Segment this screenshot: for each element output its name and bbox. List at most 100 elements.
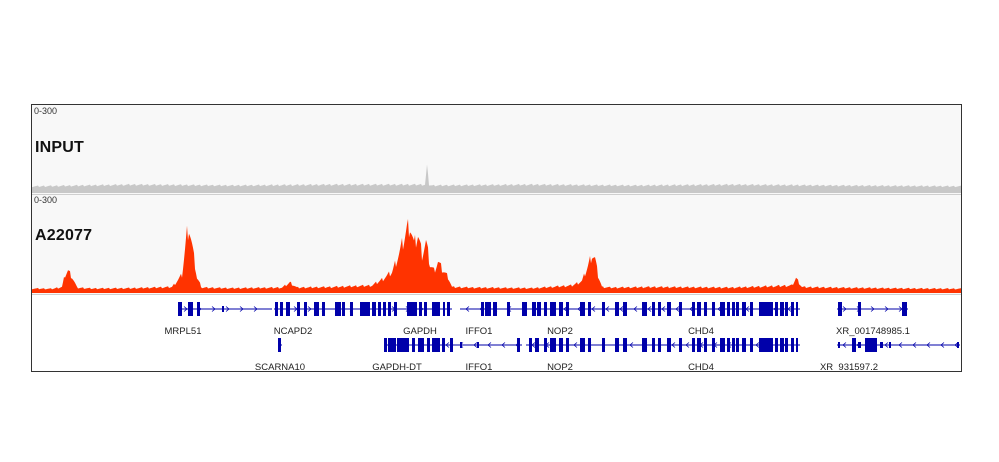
gene-row2-exon xyxy=(432,338,437,352)
gene-row1-exon xyxy=(407,302,417,316)
gene-row1-exon xyxy=(372,302,376,316)
gene-label-row1-nop2[interactable]: NOP2 xyxy=(547,326,573,337)
gene-row2-strand-arrow xyxy=(573,342,578,348)
gene-row1-exon xyxy=(642,302,647,316)
gene-label-row1-xr-001748985-1[interactable]: XR_001748985.1 xyxy=(836,326,910,337)
gene-row1-exon xyxy=(750,302,753,316)
gene-row2-exon xyxy=(889,342,891,348)
track-separator xyxy=(32,194,961,195)
gene-row2-exon xyxy=(529,338,532,352)
gene-row1-exon xyxy=(775,302,778,316)
gene-row1-strand-arrow xyxy=(619,306,624,312)
gene-row2-exon xyxy=(412,338,415,352)
gene-row2-exon xyxy=(658,338,661,352)
gene-row2-exon xyxy=(566,338,569,352)
gene-row2-exon xyxy=(615,338,619,352)
gene-row2-exon xyxy=(736,338,739,352)
gene-label-row2-gapdh-dt[interactable]: GAPDH-DT xyxy=(372,362,422,371)
gene-row1-strand-arrow xyxy=(633,306,638,312)
gene-row1-exon xyxy=(537,302,541,316)
gene-row1-exon xyxy=(419,302,422,316)
gene-row1-exon xyxy=(304,302,307,316)
gene-row1-exon xyxy=(432,302,440,316)
gene-row1-exon xyxy=(383,302,386,316)
gene-row2-strand-arrow xyxy=(629,342,634,348)
gene-row1-exon xyxy=(667,302,671,316)
gene-label-row2-xr-931597-2[interactable]: XR_931597.2 xyxy=(820,362,878,371)
input-track-label[interactable]: INPUT xyxy=(35,139,84,156)
gene-row1-exon xyxy=(742,302,746,316)
gene-row1-exon xyxy=(481,302,484,316)
gene-row1-exon xyxy=(566,302,569,316)
gene-row1-exon xyxy=(652,302,655,316)
gene-row1-exon xyxy=(338,302,341,316)
gene-row2-exon xyxy=(692,338,695,352)
gene-row1-exon xyxy=(394,302,397,316)
gene-row1-strand-arrow xyxy=(605,306,610,312)
genome-browser-panel: MRPL51 NCAPD2 GAPDH IFFO1 NOP2 CHD4 XR_0017489… xyxy=(31,104,962,372)
gene-label-row1-ncapd2[interactable]: NCAPD2 xyxy=(274,326,313,337)
gene-row2-strand-arrow xyxy=(501,342,506,348)
gene-label-row2-nop2[interactable]: NOP2 xyxy=(547,362,573,371)
gene-row2-exon xyxy=(791,338,794,352)
gene-row2-exon xyxy=(720,338,725,352)
gene-row2-exon xyxy=(759,338,773,352)
gene-row1-strand-arrow xyxy=(661,306,666,312)
gene-row2-strand-arrow xyxy=(671,342,676,348)
gene-row1-exon xyxy=(522,302,527,316)
gene-row2-exon xyxy=(517,338,520,352)
gene-label-row1-mrpl51[interactable]: MRPL51 xyxy=(165,326,202,337)
input-track-background xyxy=(32,105,961,194)
gene-row2-exon xyxy=(679,338,682,352)
gene-row2-exon xyxy=(652,338,655,352)
gene-row2-strand-arrow xyxy=(940,342,945,348)
gene-row2-strand-arrow xyxy=(487,342,492,348)
gene-row2-exon xyxy=(642,338,647,352)
gene-label-row2-chd4[interactable]: CHD4 xyxy=(688,362,714,371)
gene-label-row1-chd4[interactable]: CHD4 xyxy=(688,326,714,337)
gene-row2-exon xyxy=(880,342,883,348)
gene-row2-exon xyxy=(437,338,440,352)
gene-row2-exon xyxy=(750,338,753,352)
gene-row2-exon xyxy=(780,338,784,352)
gene-row1-exon xyxy=(838,302,842,316)
gene-row1-exon xyxy=(796,302,798,316)
gene-row1-exon xyxy=(791,302,794,316)
gene-row2-exon xyxy=(785,338,788,352)
gene-row1-exon xyxy=(178,302,182,316)
signal-area-a22077 xyxy=(32,219,961,293)
gene-row1-exon xyxy=(378,302,381,316)
gene-row2-exon xyxy=(704,338,707,352)
gene-row1-exon xyxy=(902,302,907,316)
gene-label-row2-scarna10[interactable]: SCARNA10 xyxy=(255,362,305,371)
gene-row2-strand-arrow xyxy=(842,342,847,348)
gene-row1-exon xyxy=(544,302,547,316)
gene-row1-exon xyxy=(692,302,695,316)
gene-row1-exon xyxy=(720,302,725,316)
gene-label-row2-iffo1[interactable]: IFFO1 xyxy=(466,362,493,371)
gene-row1-exon xyxy=(858,302,861,316)
input-track-range: 0-300 xyxy=(34,106,58,116)
gene-row1-exon xyxy=(447,302,450,316)
signal-tracks-svg: MRPL51 NCAPD2 GAPDH IFFO1 NOP2 CHD4 XR_0017489… xyxy=(32,164,961,371)
gene-row2-exon xyxy=(865,338,877,352)
gene-row2-exon xyxy=(559,338,563,352)
gene-label-row1-gapdh[interactable]: GAPDH xyxy=(403,326,437,337)
gene-row1-exon xyxy=(335,302,339,316)
gene-row1-strand-arrow xyxy=(307,306,312,312)
gene-row2-exon xyxy=(712,338,715,352)
gene-row2-exon xyxy=(838,342,840,348)
gene-row2-exon xyxy=(858,342,861,348)
gene-row1-exon xyxy=(759,302,773,316)
gene-row2-exon xyxy=(580,338,585,352)
gene-row1-exon xyxy=(286,302,290,316)
gene-row2-exon xyxy=(397,338,409,352)
gene-row2-exon xyxy=(418,338,424,352)
gene-row2-exon xyxy=(278,338,281,352)
gene-label-row1-iffo1[interactable]: IFFO1 xyxy=(466,326,493,337)
gene-row2-exon xyxy=(697,338,701,352)
gene-row2-strand-arrow xyxy=(755,342,760,348)
gene-row2-strand-arrow xyxy=(898,342,903,348)
gene-row1-exon xyxy=(704,302,707,316)
chip-track-label[interactable]: A22077 xyxy=(35,227,93,244)
